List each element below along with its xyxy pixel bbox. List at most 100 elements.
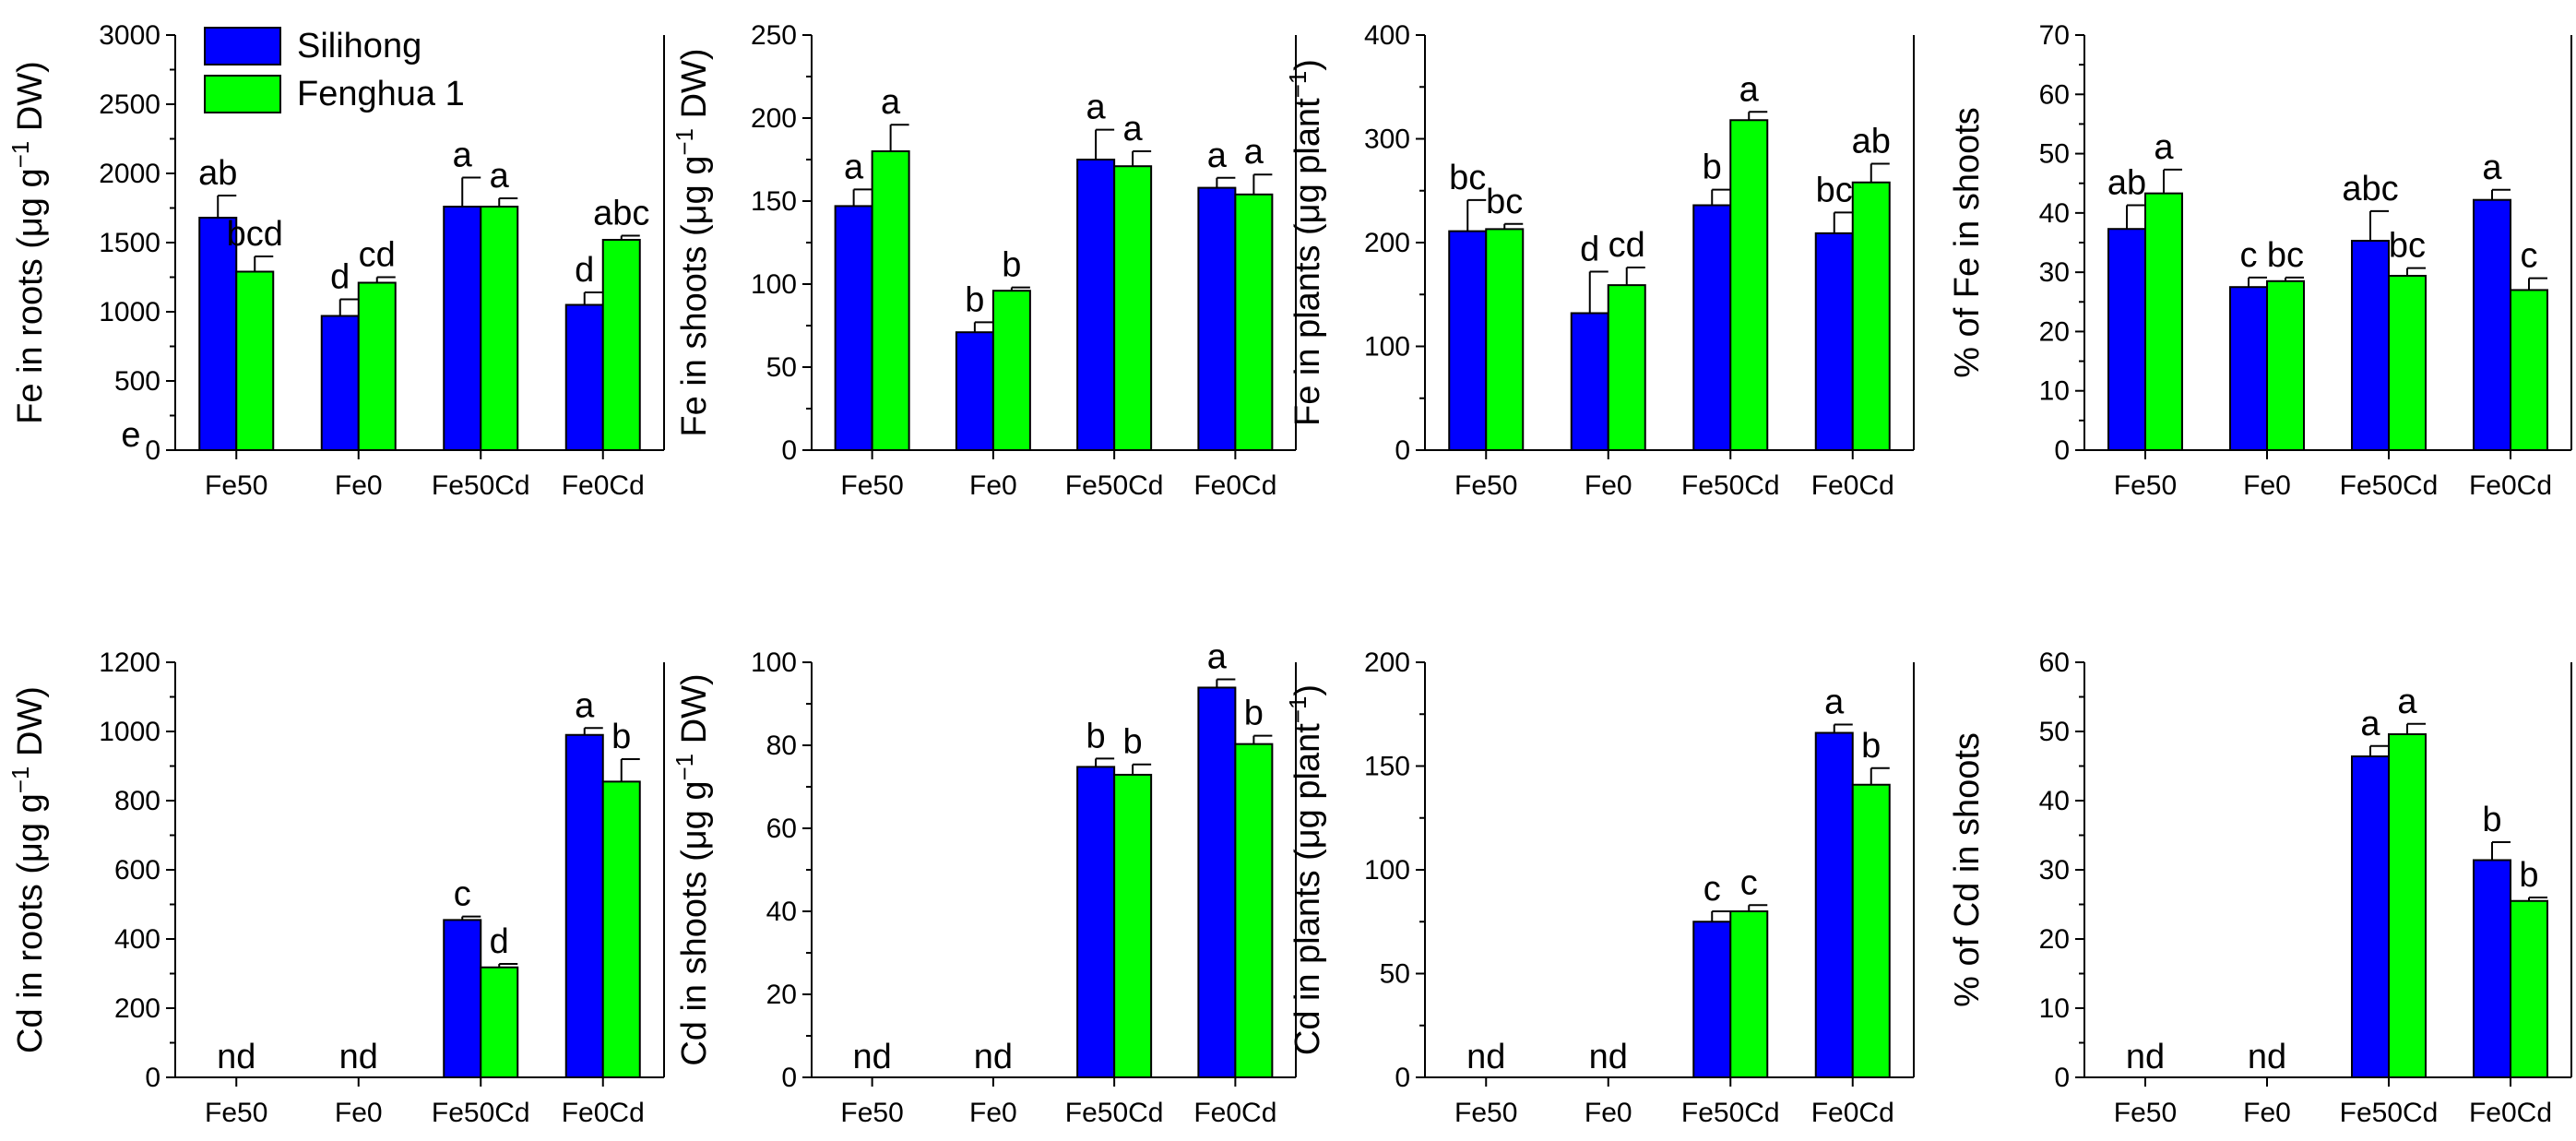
y-tick-label: 1000 [99,297,160,327]
y-tick-label: 10 [2039,376,2070,407]
significance-letter: d [490,922,509,961]
x-tick-label: Fe0 [2243,1098,2291,1128]
significance-letter: b [2482,801,2501,839]
significance-letter: abc [2342,170,2398,208]
significance-letter: a [490,157,510,196]
y-tick-label: 0 [781,1063,797,1093]
y-axis-label-main: Cd in plants (μg plant [1288,723,1327,1055]
chart-panel-1: 050010001500200025003000Fe50abbcdFe0dcdF… [6,20,665,501]
bar-silihong [2107,228,2146,451]
x-tick-label: Fe50Cd [2340,1098,2439,1128]
bar-silihong [564,303,604,451]
legend-label: Silihong [297,27,421,65]
y-axis-label-main: Fe in roots (μg g [11,168,50,423]
y-tick-label: 60 [766,814,797,844]
x-tick-label: Fe50Cd [1065,470,1164,501]
y-tick-label: 50 [2039,717,2070,747]
y-axis-label-main: Cd in roots (μg g [11,793,50,1053]
y-tick-label: 40 [2039,198,2070,229]
bar-silihong [1197,686,1237,1078]
y-tick-label: 60 [2039,79,2070,110]
bar-silihong [1076,766,1116,1079]
bar-silihong [1692,204,1732,451]
bar-silihong [1570,312,1609,451]
significance-letter: cd [359,236,396,275]
y-tick-label: 300 [1364,125,1410,155]
x-tick-label: Fe50 [205,1098,267,1128]
nd-label: nd [1466,1038,1505,1076]
y-axis-label-superscript: −1 [671,754,698,781]
y-tick-label: 0 [781,435,797,466]
y-tick-label: 3000 [99,20,160,51]
significance-letter: bc [1486,183,1523,221]
bar-fenghua1 [480,206,519,451]
x-tick-label: Fe50 [840,1098,903,1128]
x-tick-label: Fe0 [2243,470,2291,501]
y-tick-label: 200 [114,993,160,1024]
bar-fenghua1 [2266,279,2305,451]
significance-letter: c [454,875,471,914]
y-tick-label: 250 [751,20,797,51]
significance-letter: b [1244,695,1264,733]
significance-letter: b [965,280,984,319]
bar-silihong [443,919,482,1078]
y-tick-label: 50 [2039,139,2070,170]
bar-fenghua1 [601,780,641,1078]
y-axis-label-tail: DW) [11,686,50,767]
x-tick-label: Fe0 [1585,470,1632,501]
stray-label: e [121,416,140,455]
y-tick-label: 100 [1364,855,1410,885]
y-tick-label: 30 [2039,257,2070,288]
y-axis-label-superscript: −1 [1284,71,1312,99]
x-tick-label: Fe0 [335,1098,383,1128]
y-tick-label: 200 [1364,228,1410,258]
significance-letter: a [2360,705,2380,743]
x-tick-label: Fe0Cd [1811,470,1894,501]
y-axis-label-main: % of Cd in shoots [1948,732,1987,1007]
bar-fenghua1 [235,270,275,451]
y-axis-label-tail: DW) [675,48,714,128]
y-axis-label-superscript: −1 [671,128,698,156]
x-tick-label: Fe0Cd [562,470,645,501]
x-tick-label: Fe0Cd [562,1098,645,1128]
y-axis-label-tail: DW) [11,61,50,141]
significance-letter: ab [2107,164,2146,203]
x-tick-label: Fe0 [1585,1098,1632,1128]
y-axis-label-tail: DW) [675,673,714,754]
y-tick-label: 50 [766,352,797,383]
x-tick-label: Fe50 [1454,470,1517,501]
significance-letter: c [1740,863,1758,902]
chart-panel-5: 0 200 400 600 800 1000 1200 Fe50 nd Fe0 nd Fe50Cd cd… [6,648,665,1128]
y-axis-label-tail: ) [1288,59,1327,71]
y-axis-label-main: Cd in shoots (μg g [675,781,714,1066]
y-tick-label: 600 [114,855,160,885]
significance-letter: a [1244,133,1264,172]
y-tick-label: 400 [1364,20,1410,51]
bar-silihong [198,217,238,451]
x-tick-label: Fe0Cd [1193,1098,1276,1128]
significance-letter: a [1207,137,1228,175]
significance-letter: a [844,148,864,186]
x-tick-label: Fe50 [840,470,903,501]
significance-letter: a [1739,70,1760,109]
bar-fenghua1 [2388,733,2427,1078]
significance-letter: b [1703,149,1722,187]
significance-letter: a [2154,128,2174,167]
x-tick-label: Fe50Cd [432,470,530,501]
y-tick-label: 80 [766,731,797,761]
significance-letter: c [1703,870,1721,909]
bar-silihong [1448,230,1488,451]
significance-letter: c [2521,237,2538,276]
bar-silihong [1076,159,1116,451]
y-axis-label: % of Cd in shoots [1948,732,1987,1007]
significance-letter: d [330,258,350,297]
nd-label: nd [974,1038,1013,1076]
chart-panel-2: 050100150200250Fe50aaFe0bbFe50CdaaFe0Cda… [671,20,1297,501]
significance-letter: bc [2267,236,2304,275]
significance-letter: a [881,83,901,122]
x-tick-label: Fe50 [2114,1098,2177,1128]
